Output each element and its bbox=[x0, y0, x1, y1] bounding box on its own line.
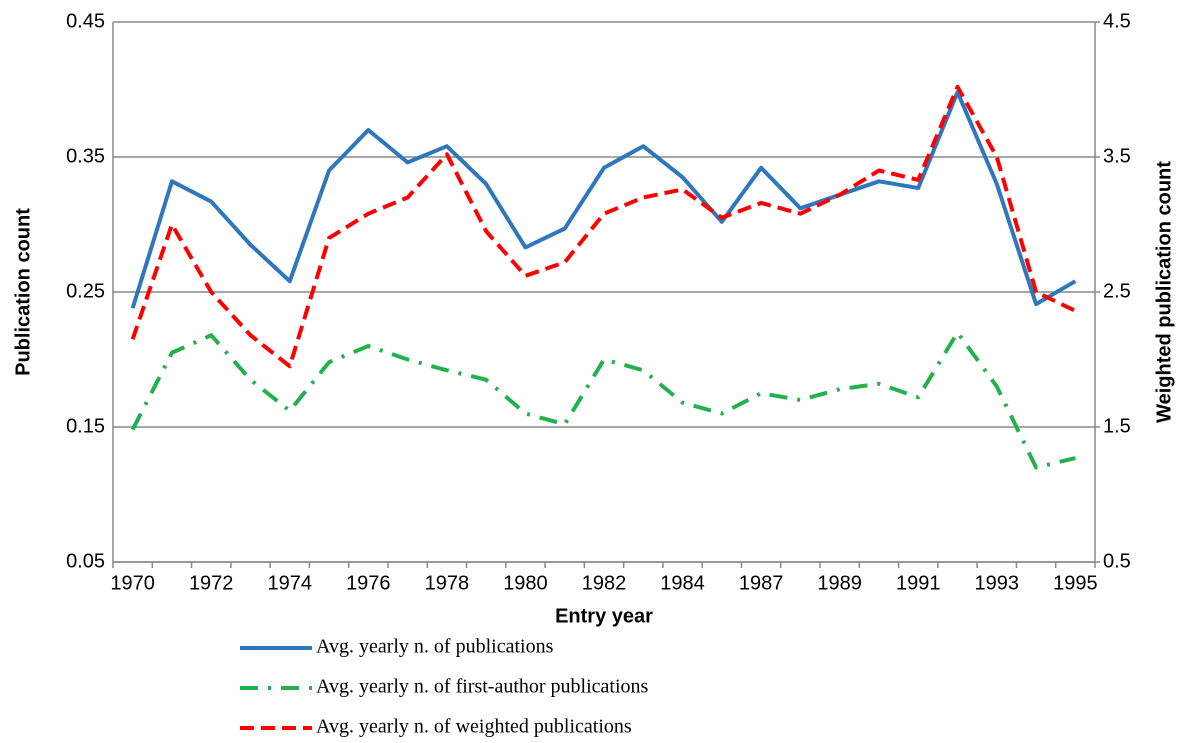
legend-label: Avg. yearly n. of publications bbox=[316, 636, 554, 658]
y2-tick-label: 2.5 bbox=[1103, 280, 1131, 302]
y2-tick-label: 0.5 bbox=[1103, 550, 1131, 572]
y2-tick-label: 1.5 bbox=[1103, 415, 1131, 437]
x-tick-label: 1978 bbox=[425, 572, 470, 594]
x-tick-label: 1984 bbox=[660, 572, 705, 594]
y2-tick-label: 3.5 bbox=[1103, 145, 1131, 167]
y-tick-label: 0.35 bbox=[66, 145, 105, 167]
x-tick-label: 1995 bbox=[1053, 572, 1098, 594]
x-tick-label: 1993 bbox=[975, 572, 1020, 594]
x-tick-label: 1970 bbox=[110, 572, 155, 594]
series-line bbox=[130, 330, 1076, 470]
legend-label: Avg. yearly n. of first-author publicati… bbox=[316, 676, 649, 698]
x-tick-label: 1989 bbox=[817, 572, 862, 594]
y-tick-label: 0.05 bbox=[66, 550, 105, 572]
x-tick-label: 1987 bbox=[739, 572, 784, 594]
y-tick-label: 0.15 bbox=[66, 415, 105, 437]
x-tick-label: 1976 bbox=[346, 572, 391, 594]
x-tick-label: 1991 bbox=[896, 572, 941, 594]
x-tick-label: 1974 bbox=[268, 572, 313, 594]
y2-tick-label: 4.5 bbox=[1103, 10, 1131, 32]
x-tick-label: 1982 bbox=[582, 572, 627, 594]
x-axis-title: Entry year bbox=[555, 605, 653, 627]
x-tick-label: 1972 bbox=[189, 572, 234, 594]
series-line bbox=[130, 84, 1077, 369]
y-tick-label: 0.25 bbox=[66, 280, 105, 302]
x-tick-label: 1980 bbox=[503, 572, 548, 594]
y2-axis-title: Weighted publication count bbox=[1153, 161, 1175, 423]
y-axis-title: Publication count bbox=[12, 208, 34, 376]
legend-label: Avg. yearly n. of weighted publications bbox=[316, 716, 632, 738]
y-tick-label: 0.45 bbox=[66, 10, 105, 32]
series-line bbox=[130, 90, 1077, 309]
